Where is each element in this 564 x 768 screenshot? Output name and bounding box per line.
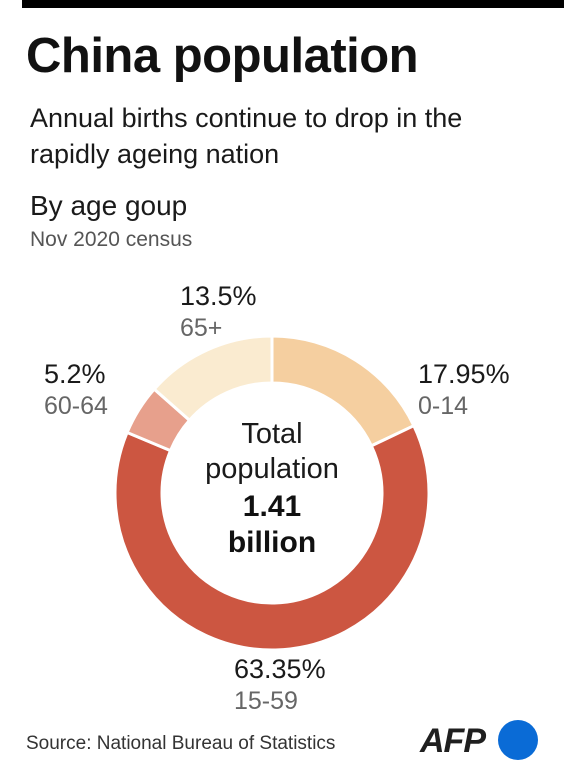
slice-category-label: 60-64: [44, 392, 108, 420]
center-label-line2: population: [205, 453, 339, 485]
afp-logo: AFP: [420, 720, 542, 760]
donut-slices: [113, 334, 431, 652]
source-note: Source: National Bureau of Statistics: [26, 733, 336, 754]
slice-category-label: 0-14: [418, 392, 468, 420]
page-title: China population: [26, 29, 419, 83]
slice-value-label: 63.35%: [234, 654, 326, 684]
slice-65+: [152, 334, 274, 423]
slice-category-label: 65+: [180, 314, 222, 342]
slice-value-label: 13.5%: [180, 281, 257, 311]
slice-value-label: 17.95%: [418, 359, 510, 389]
center-label-line4: billion: [228, 526, 316, 559]
slice-value-label: 5.2%: [44, 359, 106, 389]
chart-section-subtitle: Nov 2020 census: [30, 228, 193, 251]
afp-logo-text: AFP: [420, 722, 486, 760]
page-subtitle: Annual births continue to drop in the ra…: [30, 103, 463, 169]
slice-labels: 17.95% 0-14 63.35% 15-59 5.2% 60-64 13.5% 65+: [44, 281, 510, 715]
center-label-line1: Total: [241, 418, 302, 450]
afp-logo-dot-icon: [498, 720, 538, 760]
slice-15-59: [113, 423, 431, 652]
chart-section-title: By age goup: [30, 190, 188, 221]
center-label: Total population 1.41 billion: [205, 418, 339, 559]
center-label-line3: 1.41: [243, 490, 301, 523]
slice-category-label: 15-59: [234, 687, 298, 715]
top-rule: [22, 0, 564, 8]
donut-chart: 17.95% 0-14 63.35% 15-59 5.2% 60-64 13.5% 65+ T…: [44, 281, 510, 715]
